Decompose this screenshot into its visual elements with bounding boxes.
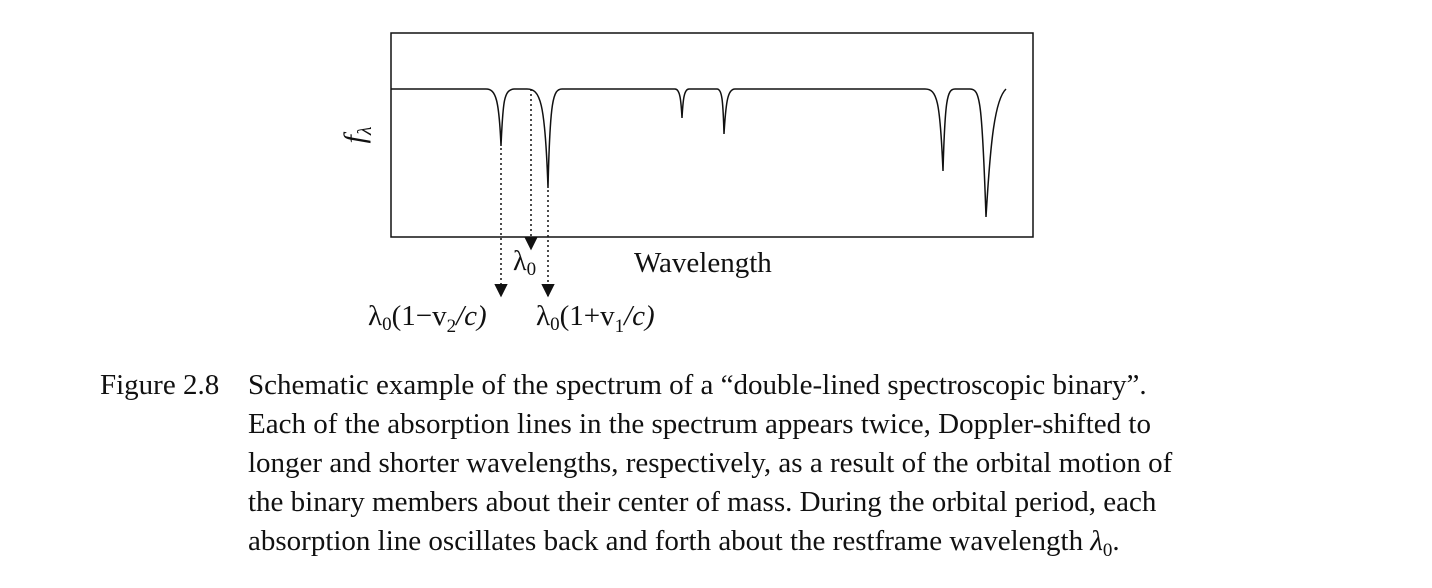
caption-line: Each of the absorption lines in the spec… — [248, 408, 1151, 440]
rest-wavelength-label: λ0 — [513, 246, 536, 280]
plot-frame — [390, 32, 1034, 238]
spectrum-curve — [391, 88, 1007, 218]
x-axis-label: Wavelength — [634, 247, 772, 279]
caption-last-text: absorption line oscillates back and fort… — [248, 525, 1084, 557]
red-shift-label: λ0(1+v1/c) — [536, 300, 655, 337]
caption-body: Schematic example of the spectrum of a “… — [248, 366, 1288, 564]
blue-shift-label: λ0(1−v2/c) — [368, 300, 487, 337]
caption-lambda: λ — [1090, 525, 1103, 557]
caption-line: longer and shorter wavelengths, respecti… — [248, 447, 1173, 479]
caption-period: . — [1112, 525, 1120, 557]
caption-line-last: absorption line oscillates back and fort… — [248, 522, 1288, 564]
y-axis-label: fλ — [338, 126, 376, 143]
caption-label: Figure 2.8 — [100, 369, 220, 401]
caption-line: the binary members about their center of… — [248, 486, 1157, 518]
spectrum-diagram: fλ Wavelength λ0 λ0(1−v2/c) λ0(1+v1/c) — [338, 32, 1034, 337]
caption-lambda-sub: 0 — [1102, 540, 1113, 561]
caption-line: Schematic example of the spectrum of a “… — [248, 369, 1147, 401]
